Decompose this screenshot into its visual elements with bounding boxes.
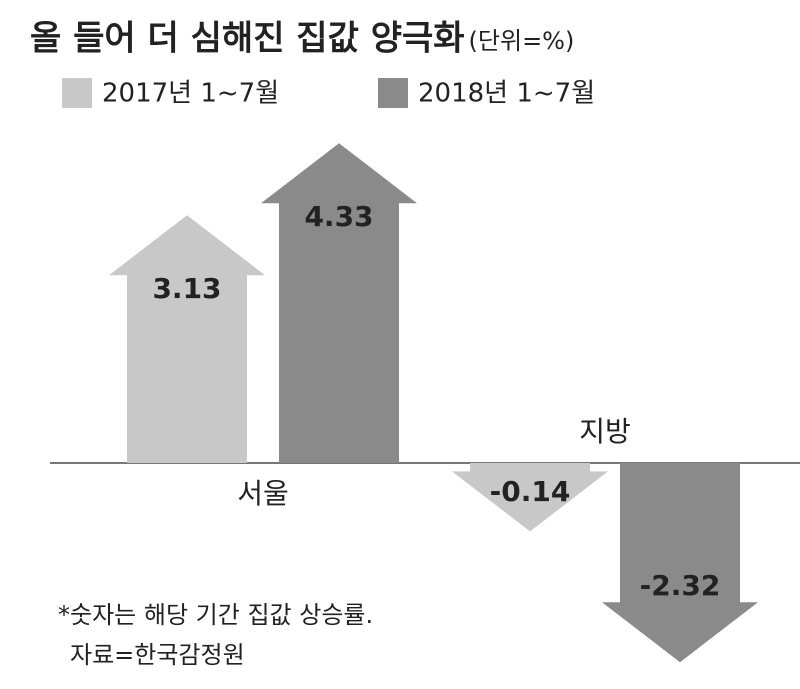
legend-label: 2018년 1~7월 — [418, 79, 595, 109]
chart-title: 올 들어 더 심해진 집값 양극화 — [30, 19, 465, 59]
value-label: -0.14 — [490, 475, 571, 508]
bar-arrow — [452, 463, 608, 532]
note: *숫자는 해당 기간 집값 상승률. — [58, 601, 373, 629]
legend-label: 2017년 1~7월 — [102, 79, 279, 109]
chart-subtitle: (단위=%) — [469, 27, 575, 55]
x-tick-label: 지방 — [579, 415, 631, 448]
bar-arrow — [261, 143, 417, 463]
legend-swatch — [62, 78, 92, 108]
legend-swatch — [378, 78, 408, 108]
value-label: 4.33 — [304, 200, 373, 233]
value-label: -2.32 — [640, 569, 721, 602]
x-tick-label: 서울 — [237, 477, 289, 510]
note: 자료=한국감정원 — [70, 641, 245, 669]
bar-arrow — [109, 215, 265, 463]
bar-arrow — [602, 463, 758, 663]
value-label: 3.13 — [152, 272, 221, 305]
